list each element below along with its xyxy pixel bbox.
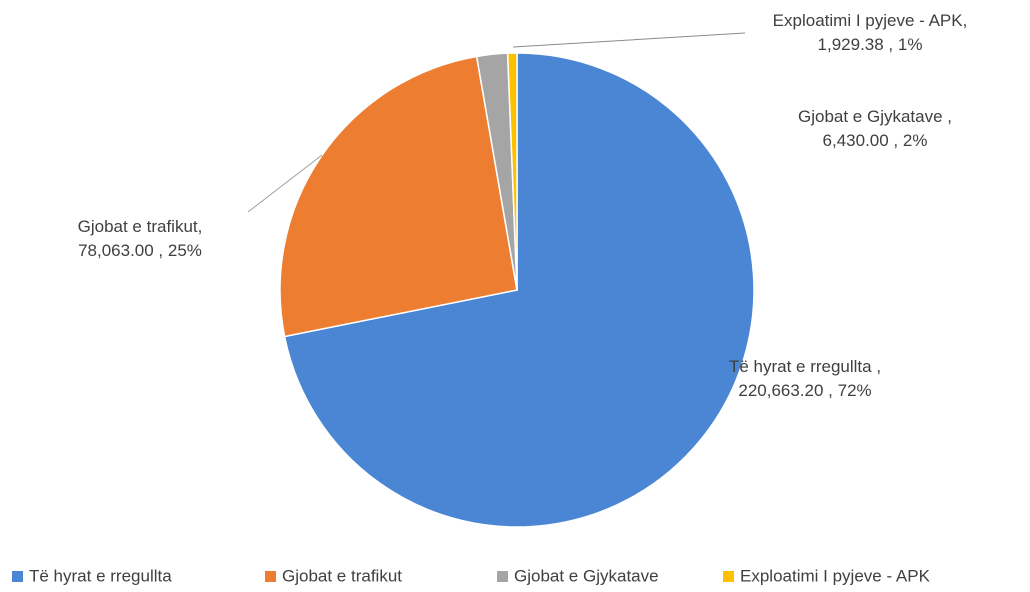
- pie-slice: [506, 52, 518, 291]
- legend-swatch: [265, 571, 276, 582]
- leader-line: [247, 154, 323, 213]
- leader-line: [512, 32, 746, 48]
- legend-label: Exploatimi I pyjeve - APK: [740, 566, 931, 585]
- legend-swatch: [723, 571, 734, 582]
- legend-label: Gjobat e trafikut: [282, 566, 402, 585]
- legend-label: Të hyrat e rregullta: [29, 566, 172, 585]
- legend-label: Gjobat e Gjykatave: [514, 566, 659, 585]
- pie-slice: [279, 55, 518, 338]
- pie-slice: [283, 52, 755, 528]
- legend-swatch: [497, 571, 508, 582]
- data-label: Exploatimi I pyjeve - APK, 1,929.38 , 1%: [773, 11, 968, 54]
- data-label: Të hyrat e rregullta , 220,663.20 , 72%: [729, 357, 881, 400]
- legend-swatch: [12, 571, 23, 582]
- data-label: Gjobat e trafikut, 78,063.00 , 25%: [78, 217, 203, 260]
- data-label: Gjobat e Gjykatave , 6,430.00 , 2%: [798, 107, 952, 150]
